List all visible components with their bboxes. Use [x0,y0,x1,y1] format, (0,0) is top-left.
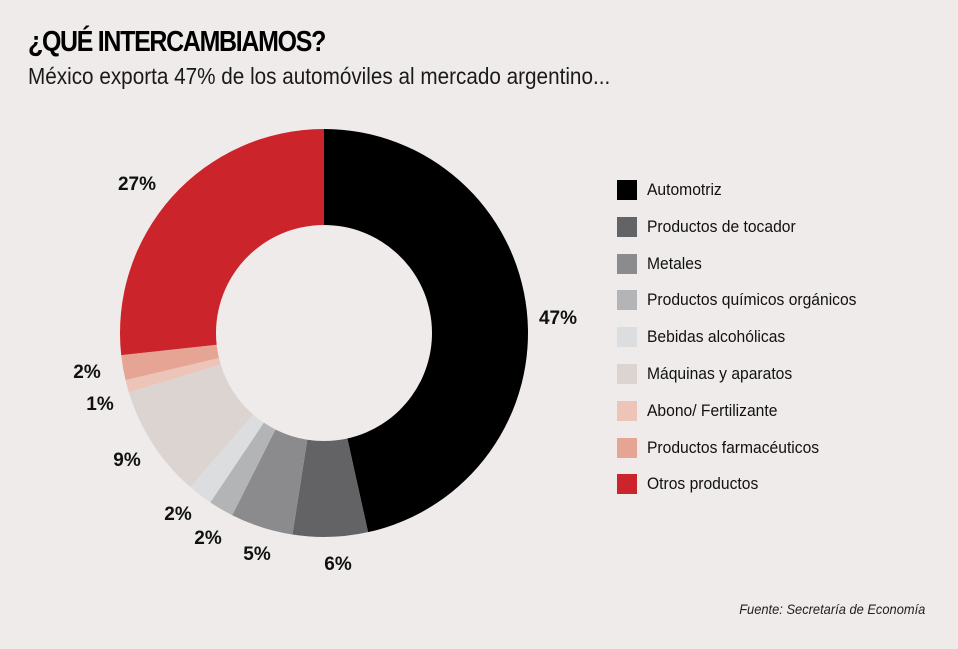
slice-2 [292,438,369,537]
legend-swatch [617,216,637,237]
legend-item: Metales [617,252,707,276]
slice-label: 2% [164,504,192,525]
legend-label: Automotriz [647,180,722,199]
slice-8 [121,344,219,381]
source-note: Fuente: Secretaría de Economía [738,601,925,617]
slice-5 [190,414,264,503]
legend-swatch [617,364,637,384]
legend-label: Abono/ Fertilizante [647,400,778,420]
slice-9 [120,129,324,356]
slice-label: 9% [113,450,141,471]
slice-label: 1% [86,394,114,415]
slice-label: 6% [324,554,352,575]
legend-swatch [617,327,637,348]
slice-label: 27% [118,174,156,195]
legend-label: Productos de tocador [647,216,796,236]
legend-swatch [617,180,637,200]
legend-item: Productos químicos orgánicos [617,288,875,312]
slice-7 [125,357,221,393]
legend-item: Productos de tocador [617,215,809,239]
legend-item: Otros productos [617,472,768,496]
legend-swatch [617,253,637,274]
slice-3 [232,429,308,535]
legend-label: Metales [647,253,702,273]
legend-swatch [617,474,637,495]
legend-label: Máquinas y aparatos [647,364,793,383]
legend-label: Bebidas alcohólicas [647,327,786,347]
legend-item: Abono/ Fertilizante [617,399,789,423]
slice-6 [128,364,254,487]
slice-4 [210,422,276,516]
slice-1 [324,129,529,533]
donut-labels: 47%6%5%2%2%9%1%2%27% [73,174,577,575]
slice-label: 5% [243,544,271,565]
legend-label: Otros productos [647,474,759,494]
slice-label: 2% [194,528,222,549]
legend-label: Productos farmacéuticos [647,437,820,457]
legend-item: Productos farmacéuticos [617,436,834,460]
chart-subtitle: México exporta 47% de los automóviles al… [28,63,611,89]
legend-item: Bebidas alcohólicas [617,325,797,349]
legend-swatch [617,437,637,458]
legend-swatch [617,290,637,311]
legend-item: Máquinas y aparatos [617,362,805,386]
donut-slices [120,129,529,537]
slice-label: 47% [539,308,577,329]
legend-label: Productos químicos orgánicos [647,290,857,310]
chart-title: ¿QUÉ INTERCAMBIAMOS? [28,26,326,58]
legend-item: Automotriz [617,178,728,202]
legend-swatch [617,400,637,421]
slice-label: 2% [73,362,101,383]
